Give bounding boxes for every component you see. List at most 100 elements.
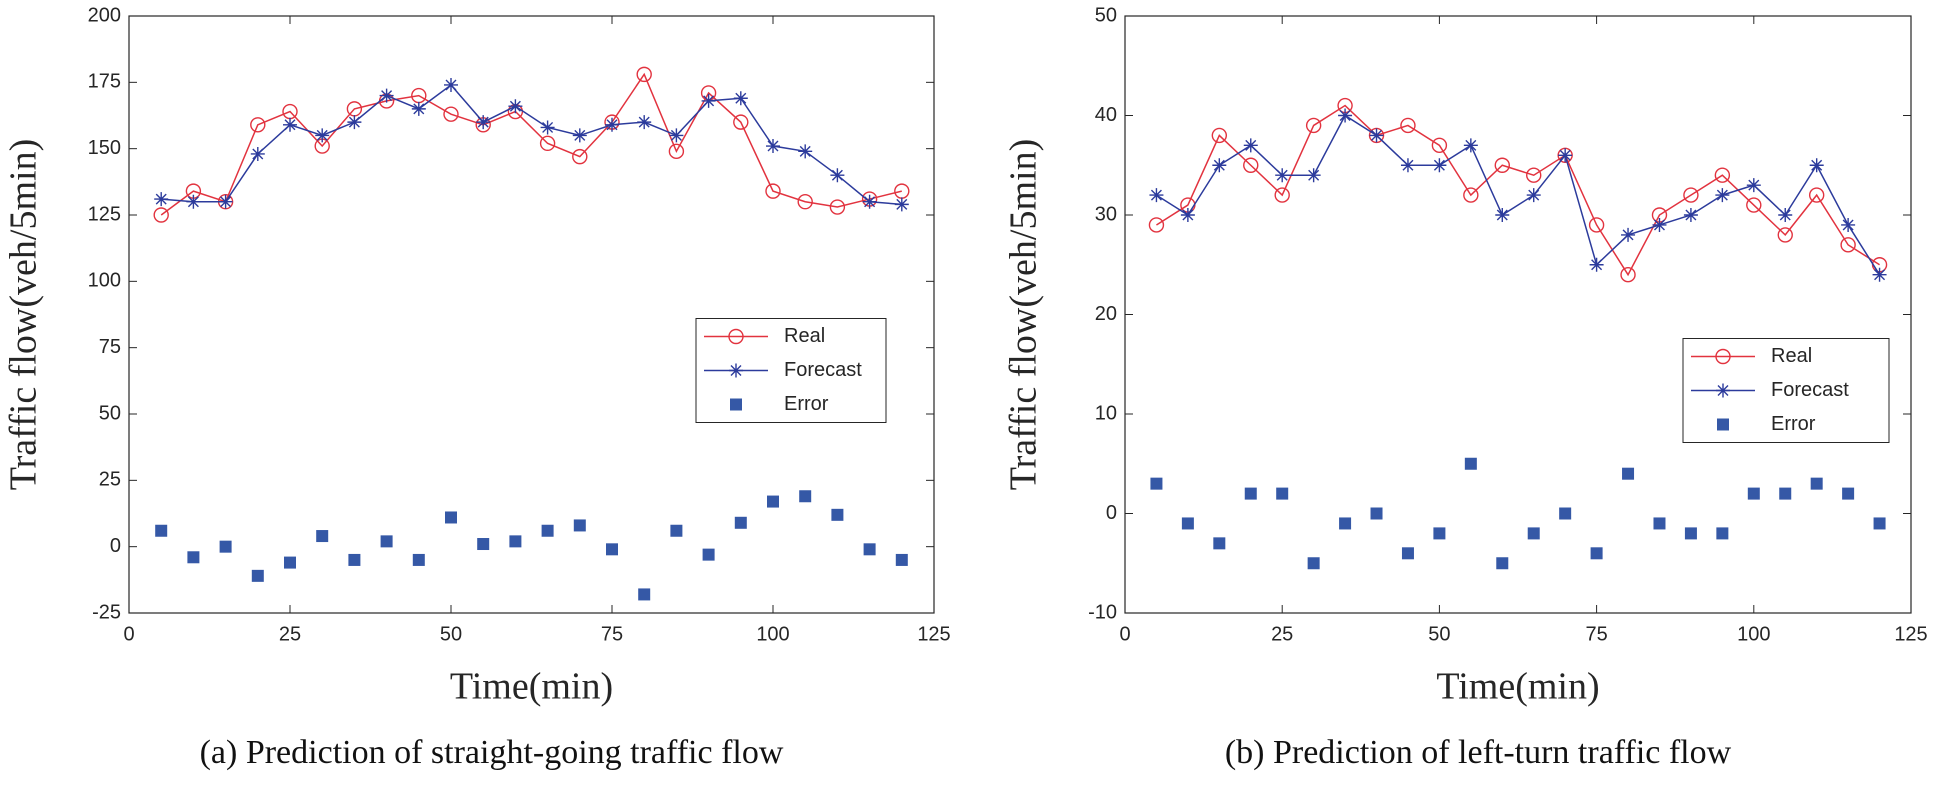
marker (1715, 188, 1730, 203)
marker (1400, 158, 1415, 173)
marker (1842, 487, 1855, 500)
marker (540, 120, 555, 135)
marker (1683, 187, 1699, 203)
marker (767, 495, 779, 508)
marker (1149, 188, 1164, 203)
legend-marker (730, 398, 742, 411)
legend-marker (729, 363, 743, 378)
y-tick-label: 175 (88, 71, 121, 93)
marker (1369, 128, 1384, 143)
marker (1714, 167, 1731, 183)
legend-marker (1716, 383, 1730, 398)
marker (1463, 138, 1478, 153)
y-tick-label: 40 (1095, 104, 1117, 126)
marker (895, 553, 908, 566)
marker (348, 553, 361, 566)
marker (668, 143, 685, 160)
legend-label: Real (784, 325, 825, 347)
marker (606, 543, 618, 556)
legend: Real Forecast Error (1682, 338, 1890, 443)
marker (1148, 217, 1165, 233)
marker (638, 588, 651, 601)
marker (1526, 167, 1542, 183)
marker (670, 524, 683, 537)
caption: (b) Prediction of left-turn traffic flow (1225, 734, 1732, 771)
marker (1433, 527, 1446, 540)
marker (380, 535, 393, 548)
x-tick-label: 50 (440, 623, 462, 645)
x-tick-label: 0 (1119, 623, 1130, 645)
marker (1496, 557, 1509, 570)
marker (1150, 477, 1163, 490)
y-tick-label: 20 (1095, 303, 1117, 325)
legend-marker (728, 328, 744, 345)
marker (1590, 547, 1603, 560)
series-line (1156, 104, 1880, 277)
marker (508, 99, 523, 114)
marker (1307, 557, 1320, 570)
legend-label: Real (1771, 345, 1812, 367)
y-tick-label: 30 (1095, 203, 1117, 225)
marker (1588, 217, 1605, 233)
y-tick-label: 200 (88, 4, 121, 26)
marker (734, 516, 747, 529)
marker (218, 194, 233, 209)
marker (702, 548, 715, 561)
marker (476, 115, 491, 130)
marker (733, 114, 749, 130)
y-tick-label: 150 (88, 137, 121, 159)
marker (1306, 168, 1321, 183)
y-tick-label: 100 (88, 270, 121, 292)
marker (797, 194, 813, 210)
marker (509, 535, 522, 548)
legend-marker (1715, 348, 1731, 365)
y-axis-title: Traffic flow(veh/5min) (1003, 139, 1045, 490)
y-tick-label: 10 (1095, 402, 1117, 424)
x-tick-label: 25 (279, 623, 301, 645)
marker (443, 106, 459, 122)
x-tick-label: 75 (601, 623, 623, 645)
marker (1274, 187, 1290, 203)
marker (316, 530, 329, 543)
marker (1589, 257, 1604, 272)
marker (701, 93, 716, 108)
marker (572, 148, 588, 165)
marker (1809, 158, 1824, 173)
marker (1211, 127, 1228, 144)
marker (1716, 527, 1729, 540)
marker (154, 192, 169, 207)
marker (1243, 157, 1259, 173)
marker (863, 543, 876, 556)
marker (1401, 547, 1414, 560)
x-tick-label: 0 (123, 623, 134, 645)
marker (250, 146, 265, 161)
marker (830, 168, 845, 183)
x-tick-label: 100 (756, 623, 789, 645)
marker (831, 508, 844, 521)
marker (219, 540, 232, 553)
marker (1212, 158, 1227, 173)
marker (1808, 187, 1825, 203)
x-tick-label: 75 (1585, 623, 1607, 645)
marker (284, 556, 296, 569)
x-tick-label: 100 (1737, 623, 1770, 645)
x-axis-title: Time(min) (450, 666, 613, 708)
marker (799, 490, 812, 503)
series-line (160, 72, 902, 216)
marker (1244, 487, 1257, 500)
marker (1338, 108, 1353, 123)
marker (1746, 197, 1762, 213)
y-tick-label: 0 (1106, 502, 1117, 524)
x-tick-label: 25 (1271, 623, 1293, 645)
marker (1276, 487, 1289, 500)
marker (1746, 178, 1761, 193)
marker (1873, 517, 1886, 530)
marker (765, 183, 781, 199)
marker (1181, 517, 1194, 530)
marker (1621, 227, 1636, 242)
marker (1841, 217, 1856, 232)
marker (1400, 117, 1416, 134)
marker (1872, 267, 1887, 282)
marker (477, 538, 490, 551)
